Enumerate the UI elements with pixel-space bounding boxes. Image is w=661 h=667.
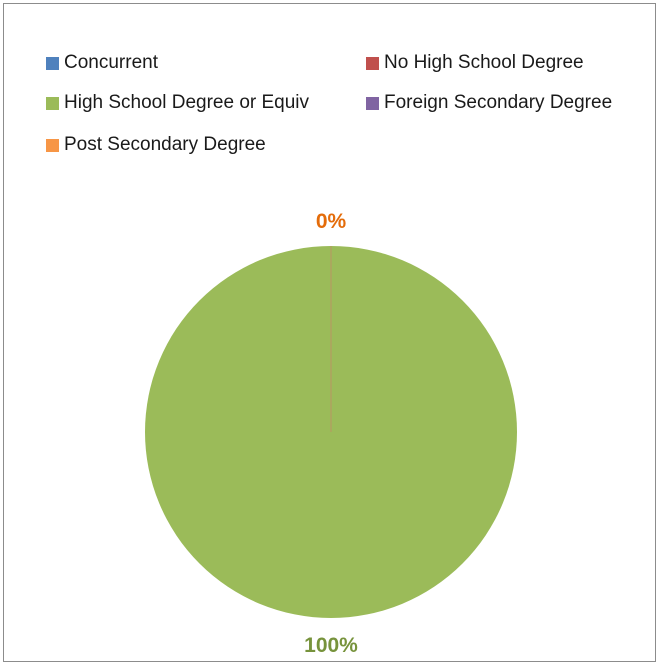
legend-swatch-post-secondary-degree — [46, 138, 59, 152]
legend-label-high-school-degree: High School Degree or Equiv — [64, 92, 310, 113]
legend-item-concurrent: Concurrent — [46, 52, 158, 74]
legend-item-no-high-school-degree: No High School Degree — [366, 52, 584, 74]
legend-swatch-concurrent — [46, 56, 59, 70]
legend-swatch-no-high-school-degree — [366, 56, 379, 70]
data-label-high-school-degree: 100% — [304, 634, 358, 657]
chart-legend: Concurrent No High School Degree High Sc… — [46, 52, 646, 172]
legend-label-concurrent: Concurrent — [64, 52, 158, 73]
data-label-post-secondary-degree: 0% — [316, 210, 347, 233]
legend-item-high-school-degree: High School Degree or Equiv — [46, 92, 309, 114]
legend-item-foreign-secondary-degree: Foreign Secondary Degree — [366, 92, 612, 114]
legend-label-no-high-school-degree: No High School Degree — [384, 52, 584, 73]
legend-item-post-secondary-degree: Post Secondary Degree — [46, 134, 266, 156]
legend-label-foreign-secondary-degree: Foreign Secondary Degree — [384, 92, 613, 113]
legend-swatch-foreign-secondary-degree — [366, 96, 379, 110]
legend-label-post-secondary-degree: Post Secondary Degree — [64, 134, 266, 155]
legend-swatch-high-school-degree — [46, 96, 59, 110]
pie-slices — [145, 246, 517, 618]
